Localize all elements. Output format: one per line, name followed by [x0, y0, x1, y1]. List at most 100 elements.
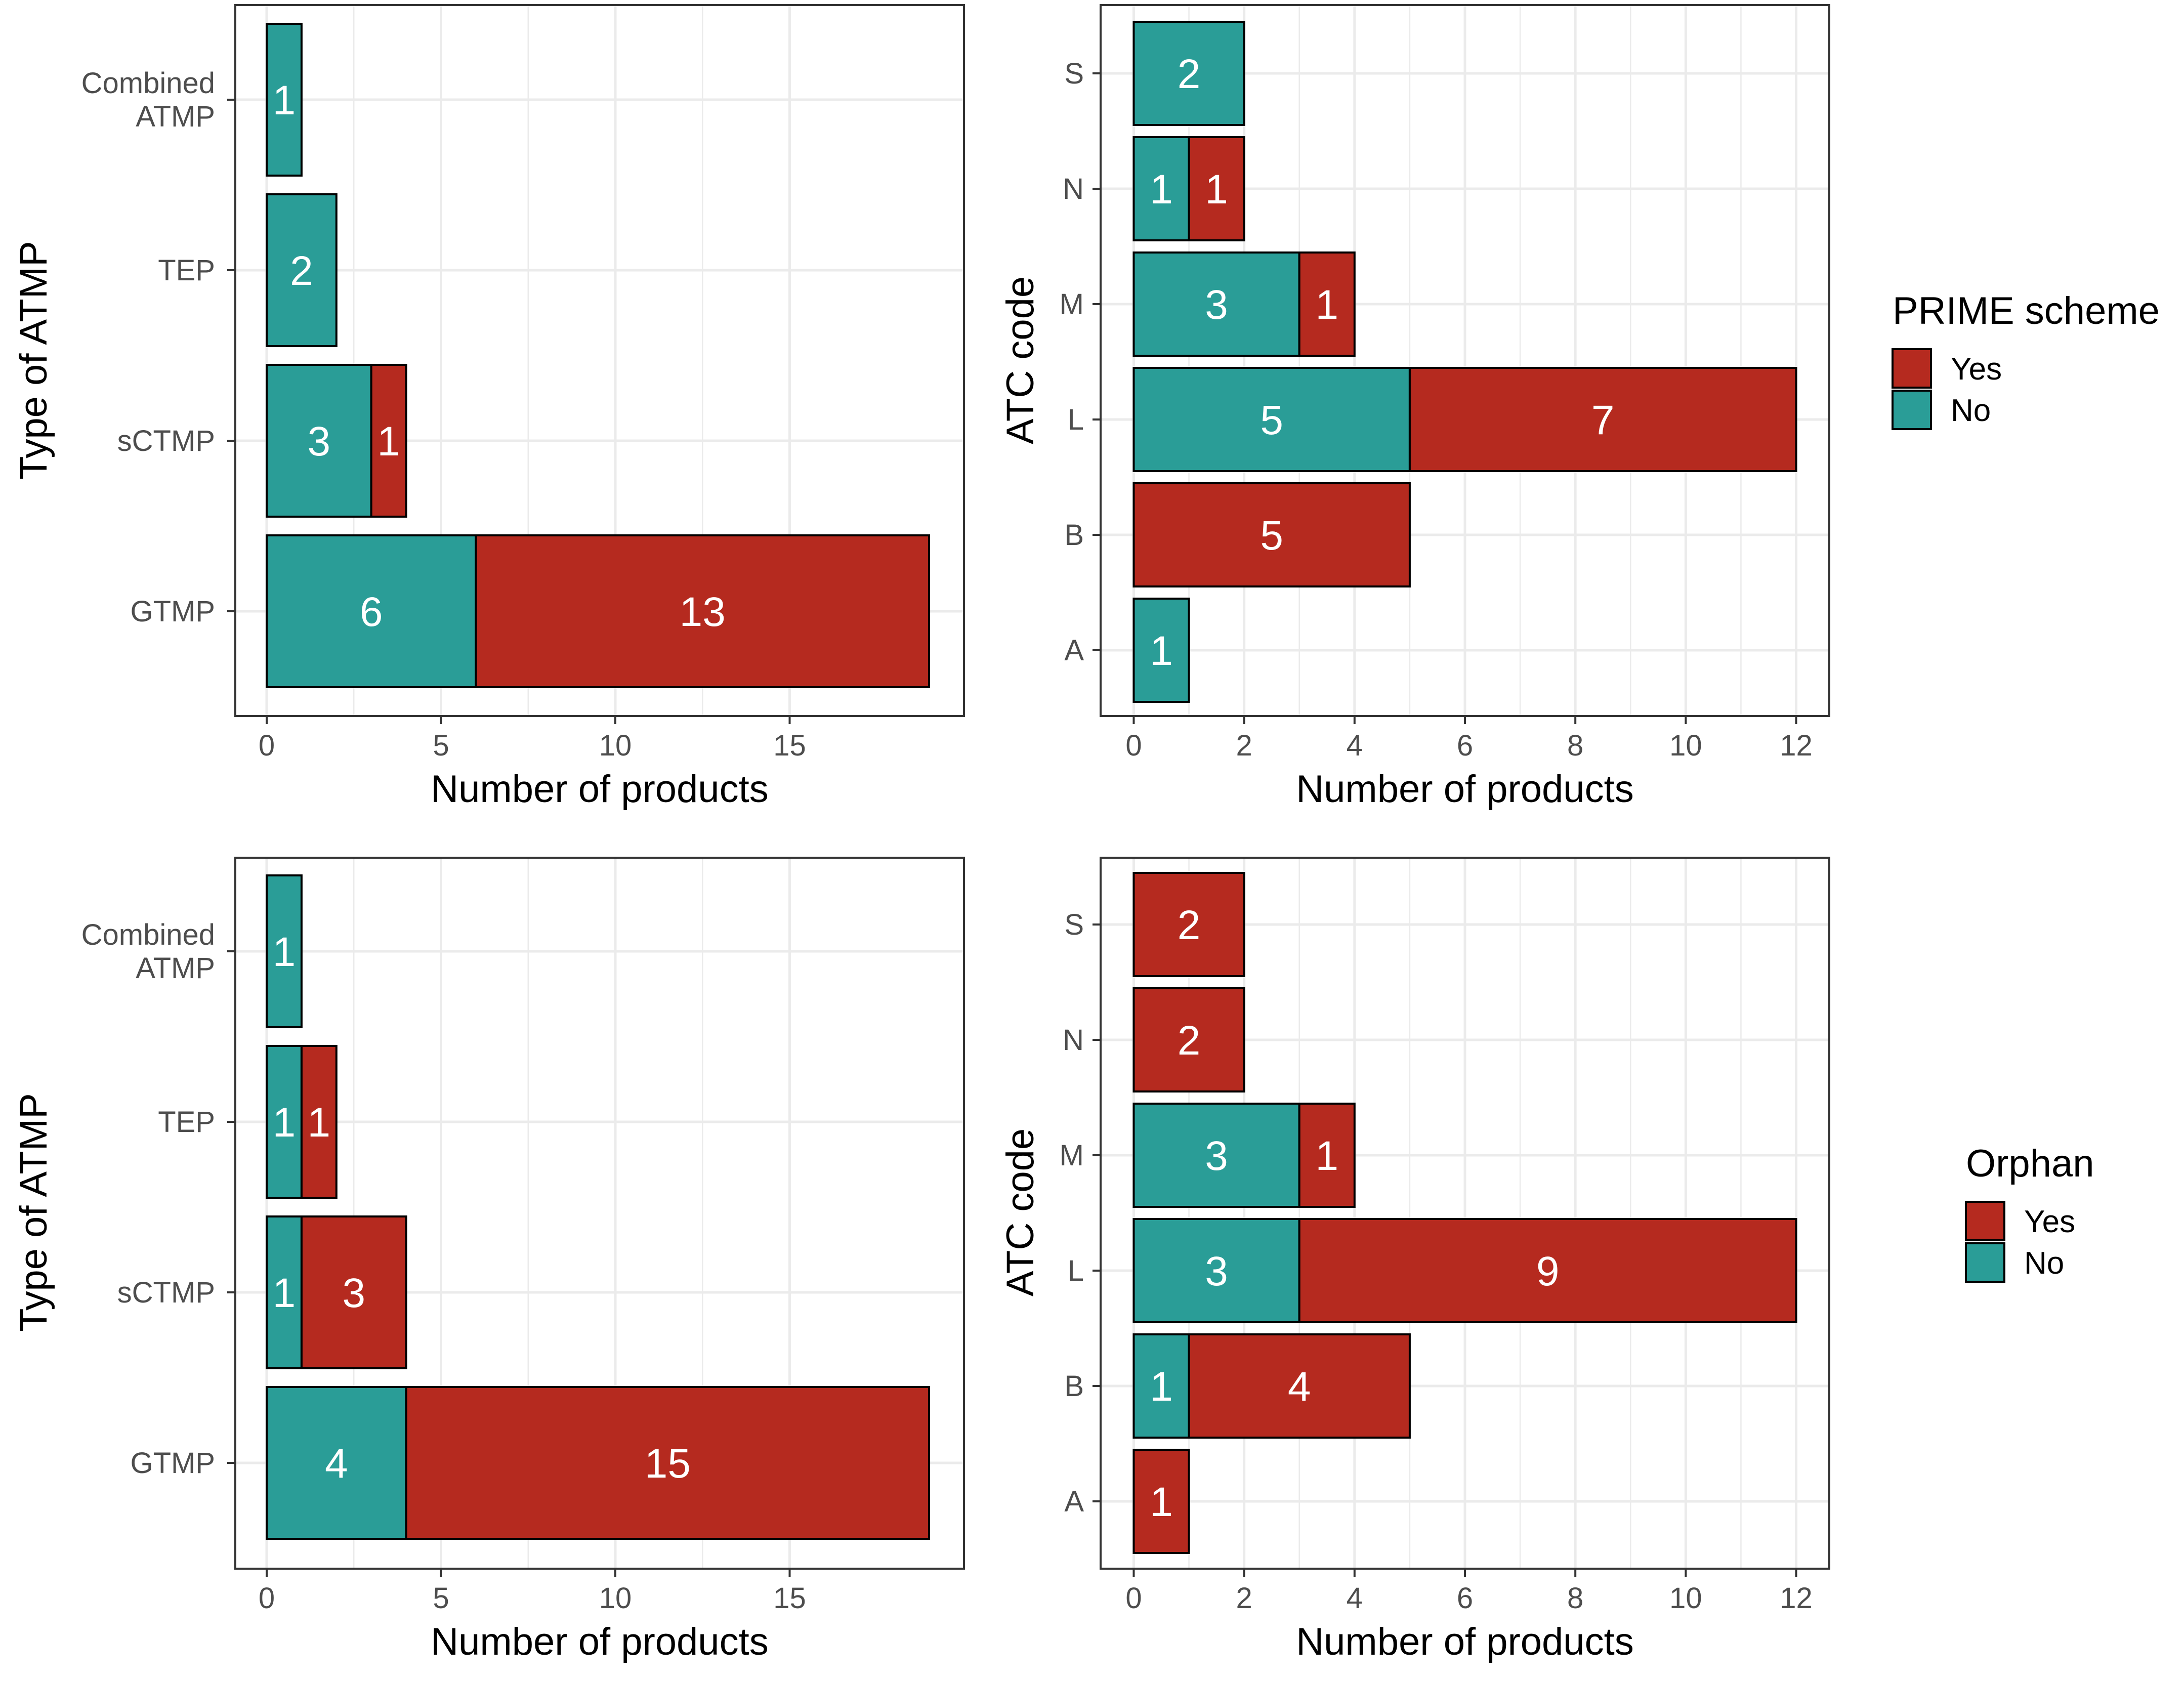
y-tick-label-line: L [1068, 1254, 1084, 1287]
bar-yes[interactable] [405, 1386, 931, 1540]
x-tick-label: 15 [773, 1582, 806, 1615]
bars: 2 2 3 1 3 9 1 4 1 [1132, 872, 1797, 1554]
legend-key-no[interactable] [1892, 390, 1932, 430]
bar-value-label: 3 [1205, 1248, 1228, 1294]
y-tick-label-line: S [1064, 908, 1084, 941]
y-tick-label: Combined ATMP [81, 918, 215, 985]
bar-no[interactable] [1132, 251, 1300, 357]
y-tick-label-line: GTMP [130, 1447, 215, 1480]
bar-value-label: 15 [645, 1441, 691, 1487]
x-tick-label: 4 [1347, 729, 1363, 762]
bar-no[interactable] [1132, 136, 1190, 241]
bar-value-label: 3 [308, 418, 331, 465]
x-tick-label: 6 [1457, 1582, 1473, 1615]
bar-value-label: 3 [342, 1270, 365, 1316]
bar-yes[interactable] [1408, 367, 1797, 472]
bar-yes[interactable] [1132, 872, 1245, 977]
bar-yes[interactable] [1298, 1218, 1797, 1323]
bar-yes[interactable] [1132, 482, 1411, 587]
bar-no[interactable] [266, 874, 303, 1028]
panel-border [234, 857, 965, 1570]
bar-value-label: 1 [1150, 1479, 1173, 1525]
y-tick-label: TEP [158, 254, 215, 287]
legend-key-yes[interactable] [1892, 348, 1932, 389]
bar-yes[interactable] [300, 1045, 338, 1199]
bar-no[interactable] [1132, 1218, 1300, 1323]
bar-value-label: 2 [1178, 902, 1201, 948]
bar-no[interactable] [266, 193, 338, 347]
bars: 21 13 15 751 [1132, 21, 1797, 703]
panel-border [234, 4, 965, 717]
bar-no[interactable] [266, 23, 303, 177]
bar-value-label: 2 [1178, 51, 1201, 97]
bar-yes[interactable] [1298, 1103, 1356, 1208]
y-tick-label-line: B [1064, 519, 1084, 552]
bar-no[interactable] [266, 1386, 407, 1540]
legend-title: PRIME scheme [1893, 289, 2160, 332]
bar-value-label: 7 [1591, 397, 1615, 443]
bar-yes[interactable] [1298, 251, 1356, 357]
y-tick-label: sCTMP [117, 425, 215, 457]
bar-value-label: 3 [1205, 282, 1228, 328]
y-tick-label: sCTMP [117, 1276, 215, 1309]
bar-value-label: 6 [360, 589, 383, 635]
bar-no[interactable] [1132, 21, 1245, 126]
x-tick-label: 0 [259, 1582, 275, 1615]
y-tick-label: B [1064, 519, 1084, 552]
bar-no[interactable] [1132, 598, 1190, 703]
bar-yes[interactable] [475, 534, 931, 688]
y-tick-label: N [1063, 173, 1084, 205]
bar-yes[interactable] [300, 1215, 407, 1369]
y-axis-title: ATC code [999, 276, 1042, 444]
bar-yes[interactable] [1188, 136, 1245, 241]
bar-no[interactable] [1132, 1333, 1190, 1439]
bar-value-label: 1 [1150, 1364, 1173, 1410]
y-tick-label-line: M [1060, 1139, 1084, 1172]
y-tick-label: Combined ATMP [81, 67, 215, 133]
x-tick-label: 2 [1236, 1582, 1252, 1615]
bars: 11 11 34 15 [266, 874, 931, 1540]
y-tick-label: L [1068, 403, 1084, 436]
bar-value-label: 13 [680, 589, 726, 635]
legend-label-no: No [1951, 393, 1991, 428]
y-tick-label-line: sCTMP [117, 1276, 215, 1309]
y-axis: S N M L B A ATC code [999, 57, 1101, 667]
bar-yes[interactable] [370, 364, 407, 518]
bar-value-label: 9 [1536, 1248, 1560, 1294]
x-axis-title: Number of products [431, 768, 768, 811]
y-tick-label: M [1060, 1139, 1084, 1172]
x-tick-label: 4 [1347, 1582, 1363, 1615]
bar-yes[interactable] [1188, 1333, 1411, 1439]
bar-value-label: 4 [325, 1441, 348, 1487]
y-axis: Combined ATMP TEP sCTMP GTMP Type of ATMP [12, 67, 235, 628]
y-tick-label: S [1064, 908, 1084, 941]
y-tick-label: L [1068, 1254, 1084, 1287]
legend-key-no[interactable] [1965, 1242, 2005, 1283]
x-tick-label: 5 [433, 1582, 449, 1615]
y-tick-label-line: GTMP [130, 595, 215, 628]
bar-no[interactable] [1132, 1103, 1300, 1208]
y-tick-label: S [1064, 57, 1084, 90]
bar-no[interactable] [1132, 367, 1411, 472]
bar-yes[interactable] [1132, 1449, 1190, 1554]
bar-value-label: 1 [1150, 628, 1173, 674]
x-tick-label: 8 [1567, 1582, 1583, 1615]
x-tick-label: 0 [1125, 729, 1142, 762]
bar-value-label: 1 [273, 1100, 296, 1146]
y-tick-label: GTMP [130, 595, 215, 628]
legend-key-yes[interactable] [1965, 1201, 2005, 1241]
bar-no[interactable] [266, 534, 477, 688]
y-tick-label-line: S [1064, 57, 1084, 90]
y-tick-label-line: Combined [81, 67, 215, 100]
y-tick-label: A [1064, 1485, 1084, 1518]
bar-value-label: 3 [1205, 1133, 1228, 1179]
bar-value-label: 1 [1205, 166, 1228, 213]
bar-yes[interactable] [1132, 987, 1245, 1092]
x-tick-label: 0 [259, 729, 275, 762]
y-tick-label-line: M [1060, 288, 1084, 321]
